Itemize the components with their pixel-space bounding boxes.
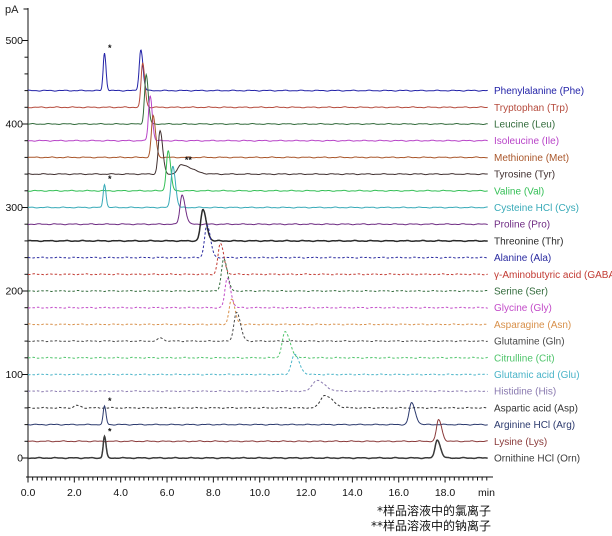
- x-axis-ticks: 0.0 2.0 4.0 6.0 8.0 10.0 12.0 14.0 16.0 18.0 min: [21, 477, 495, 499]
- series-label-alanine-ala: Alanine (Ala): [494, 253, 551, 264]
- series-label-isoleucine-ile: Isoleucine (Ile): [494, 136, 559, 147]
- x-tick-label: 0.0: [21, 487, 36, 499]
- y-tick-label: 500: [5, 35, 23, 47]
- y-tick-label: 100: [5, 369, 23, 381]
- trace-leucine-leu: [28, 72, 488, 126]
- series-label-cysteine-hcl-cys: Cysteine HCl (Cys): [494, 203, 579, 214]
- y-axis-unit-label: pA: [5, 4, 19, 16]
- footnote-sodium-ion: **样品溶液中的钠离子: [371, 519, 492, 533]
- trace-methionine-met: [27, 114, 488, 159]
- series-label-ornithine-hcl-orn: Ornithine HCl (Orn): [494, 454, 580, 465]
- y-tick-label: 300: [5, 202, 23, 214]
- peak-marker: *: [108, 43, 112, 53]
- series-label-aspartic-acid-asp: Aspartic acid (Asp): [494, 403, 578, 414]
- peak-marker: *: [108, 396, 112, 406]
- series-label-histidine-his: Histidine (His): [494, 387, 556, 398]
- trace-phenylalanine-phe: [27, 49, 488, 92]
- series-label-glutamine-gln: Glutamine (Gln): [494, 337, 565, 348]
- series-label-lysine-lys: Lysine (Lys): [494, 437, 547, 448]
- x-tick-label: 12.0: [296, 487, 317, 499]
- x-tick-label: 14.0: [342, 487, 363, 499]
- series-label-tyrosine-tyr: Tyrosine (Tyr): [494, 170, 555, 181]
- x-tick-label: 2.0: [67, 487, 82, 499]
- y-tick-label: 0: [17, 453, 23, 465]
- trace-asparagine-asn: [28, 298, 488, 326]
- trace-aminobutyric-acid-gaba: [28, 242, 488, 276]
- series-label-arginine-hcl-arg: Arginine HCl (Arg): [494, 420, 575, 431]
- x-tick-label: 6.0: [160, 487, 175, 499]
- x-tick-label: 10.0: [249, 487, 270, 499]
- series-label-tryptophan-trp: Tryptophan (Trp): [494, 103, 568, 114]
- y-tick-label: 400: [5, 119, 23, 131]
- x-axis-unit-label: min: [478, 487, 495, 499]
- series-label-citrulline-cit: Citrulline (Cit): [494, 353, 555, 364]
- trace-arginine-hcl-arg: [27, 402, 488, 426]
- footnote-chloride-ion: *样品溶液中的氯离子: [377, 504, 492, 518]
- trace-proline-pro: [28, 194, 488, 226]
- trace-cysteine-hcl-cys: [28, 165, 488, 209]
- x-tick-label: 18.0: [435, 487, 456, 499]
- series-label-asparagine-asn: Asparagine (Asn): [494, 320, 571, 331]
- series-label-threonine-thr: Threonine (Thr): [494, 236, 563, 247]
- trace-isoleucine-ile: [28, 95, 488, 142]
- trace-aspartic-acid-asp: [28, 395, 488, 409]
- y-axis-ticks: 0 100 200 300 400 500: [5, 35, 28, 465]
- peak-marker: **: [185, 155, 193, 165]
- trace-alanine-ala: [27, 224, 488, 259]
- trace-tryptophan-trp: [27, 62, 488, 109]
- axes: [23, 8, 493, 478]
- trace-valine-val: [27, 150, 488, 192]
- trace-tyrosine-tyr: [28, 129, 488, 176]
- trace-threonine-thr: [27, 208, 488, 243]
- x-tick-label: 16.0: [389, 487, 410, 499]
- series-label-proline-pro: Proline (Pro): [494, 220, 550, 231]
- trace-lysine-lys: [28, 418, 488, 443]
- peak-marker: *: [108, 426, 112, 436]
- series-label-serine-ser: Serine (Ser): [494, 287, 548, 298]
- series-label-glycine-gly: Glycine (Gly): [494, 303, 552, 314]
- y-tick-label: 200: [5, 286, 23, 298]
- trace-ornithine-hcl-orn: [28, 434, 488, 460]
- x-tick-label: 4.0: [113, 487, 128, 499]
- peak-marker: *: [108, 174, 112, 184]
- series-label-valine-val: Valine (Val): [494, 186, 544, 197]
- trace-glycine-gly: [28, 277, 488, 309]
- trace-citrulline-cit: [28, 331, 488, 359]
- trace-glutamic-acid-glu: [27, 353, 488, 376]
- trace-glutamine-gln: [27, 311, 488, 343]
- x-tick-label: 8.0: [206, 487, 221, 499]
- series-label-aminobutyric-acid-gaba: γ-Aminobutyric acid (GABA): [494, 270, 612, 281]
- series-label-glutamic-acid-glu: Glutamic acid (Glu): [494, 370, 580, 381]
- series-label-leucine-leu: Leucine (Leu): [494, 120, 555, 131]
- trace-histidine-his: [27, 379, 488, 393]
- series-label-phenylalanine-phe: Phenylalanine (Phe): [494, 86, 584, 97]
- series-label-methionine-met: Methionine (Met): [494, 153, 569, 164]
- trace-serine-ser: [28, 258, 488, 293]
